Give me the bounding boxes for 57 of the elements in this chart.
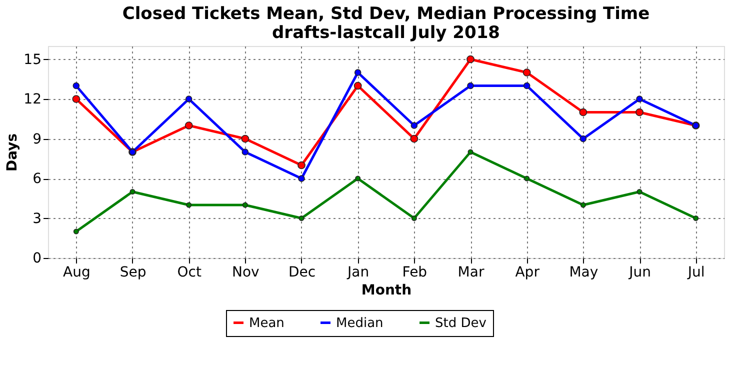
x-tick-label: Mar bbox=[458, 264, 484, 280]
point bbox=[186, 202, 192, 208]
y-tick-label: 9 bbox=[32, 131, 42, 148]
point bbox=[72, 95, 80, 103]
point bbox=[242, 202, 248, 208]
point bbox=[693, 216, 699, 221]
point bbox=[298, 216, 304, 221]
point bbox=[468, 149, 474, 155]
point bbox=[523, 82, 530, 90]
x-tick-label: Feb bbox=[402, 264, 428, 280]
y-tick-label: 15 bbox=[24, 52, 42, 68]
x-axis-title: Month bbox=[361, 282, 412, 298]
y-tick-label: 0 bbox=[32, 250, 42, 266]
x-tick-label: Apr bbox=[515, 264, 540, 280]
point bbox=[354, 82, 362, 90]
x-tick-label: Jan bbox=[346, 264, 370, 280]
legend-label: Std Dev bbox=[435, 316, 487, 331]
chart-title: Closed Tickets Mean, Std Dev, Median Processing Time bbox=[122, 4, 650, 24]
chart-subtitle: drafts-lastcall July 2018 bbox=[272, 23, 500, 43]
x-tick-label: Jun bbox=[628, 264, 651, 280]
point bbox=[298, 161, 306, 170]
point bbox=[636, 108, 644, 116]
point bbox=[410, 134, 418, 143]
point bbox=[298, 175, 305, 182]
point bbox=[185, 96, 192, 102]
point bbox=[72, 82, 80, 90]
point bbox=[524, 176, 530, 182]
x-tick-label: May bbox=[569, 264, 598, 280]
point bbox=[467, 82, 474, 90]
y-tick-label: 12 bbox=[24, 92, 42, 108]
y-tick-label: 6 bbox=[32, 171, 42, 187]
point bbox=[354, 69, 362, 76]
y-axis-title: Days bbox=[4, 133, 21, 172]
point bbox=[355, 176, 361, 182]
x-tick-label: Jul bbox=[686, 264, 705, 280]
x-tick-label: Aug bbox=[62, 264, 90, 280]
x-tick-label: Dec bbox=[288, 264, 316, 280]
point bbox=[411, 216, 417, 221]
point bbox=[466, 55, 474, 64]
legend-label: Median bbox=[336, 316, 384, 331]
point bbox=[636, 96, 643, 102]
y-tick-label: 3 bbox=[32, 210, 42, 227]
x-tick-label: Oct bbox=[177, 264, 202, 280]
point bbox=[242, 148, 249, 156]
x-tick-label: Nov bbox=[232, 264, 260, 280]
x-tick-label: Sep bbox=[120, 264, 146, 280]
point bbox=[241, 134, 250, 143]
point bbox=[522, 68, 531, 76]
point bbox=[410, 122, 418, 129]
point bbox=[184, 122, 193, 130]
point bbox=[579, 108, 588, 116]
point bbox=[636, 189, 642, 194]
legend-label: Mean bbox=[249, 316, 284, 331]
point bbox=[130, 189, 136, 194]
point bbox=[580, 202, 586, 208]
point bbox=[580, 135, 587, 142]
point bbox=[73, 228, 79, 234]
